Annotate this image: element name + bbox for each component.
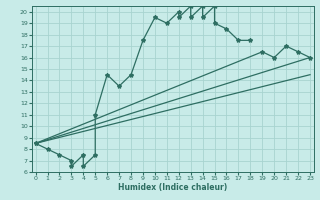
X-axis label: Humidex (Indice chaleur): Humidex (Indice chaleur) [118,183,228,192]
